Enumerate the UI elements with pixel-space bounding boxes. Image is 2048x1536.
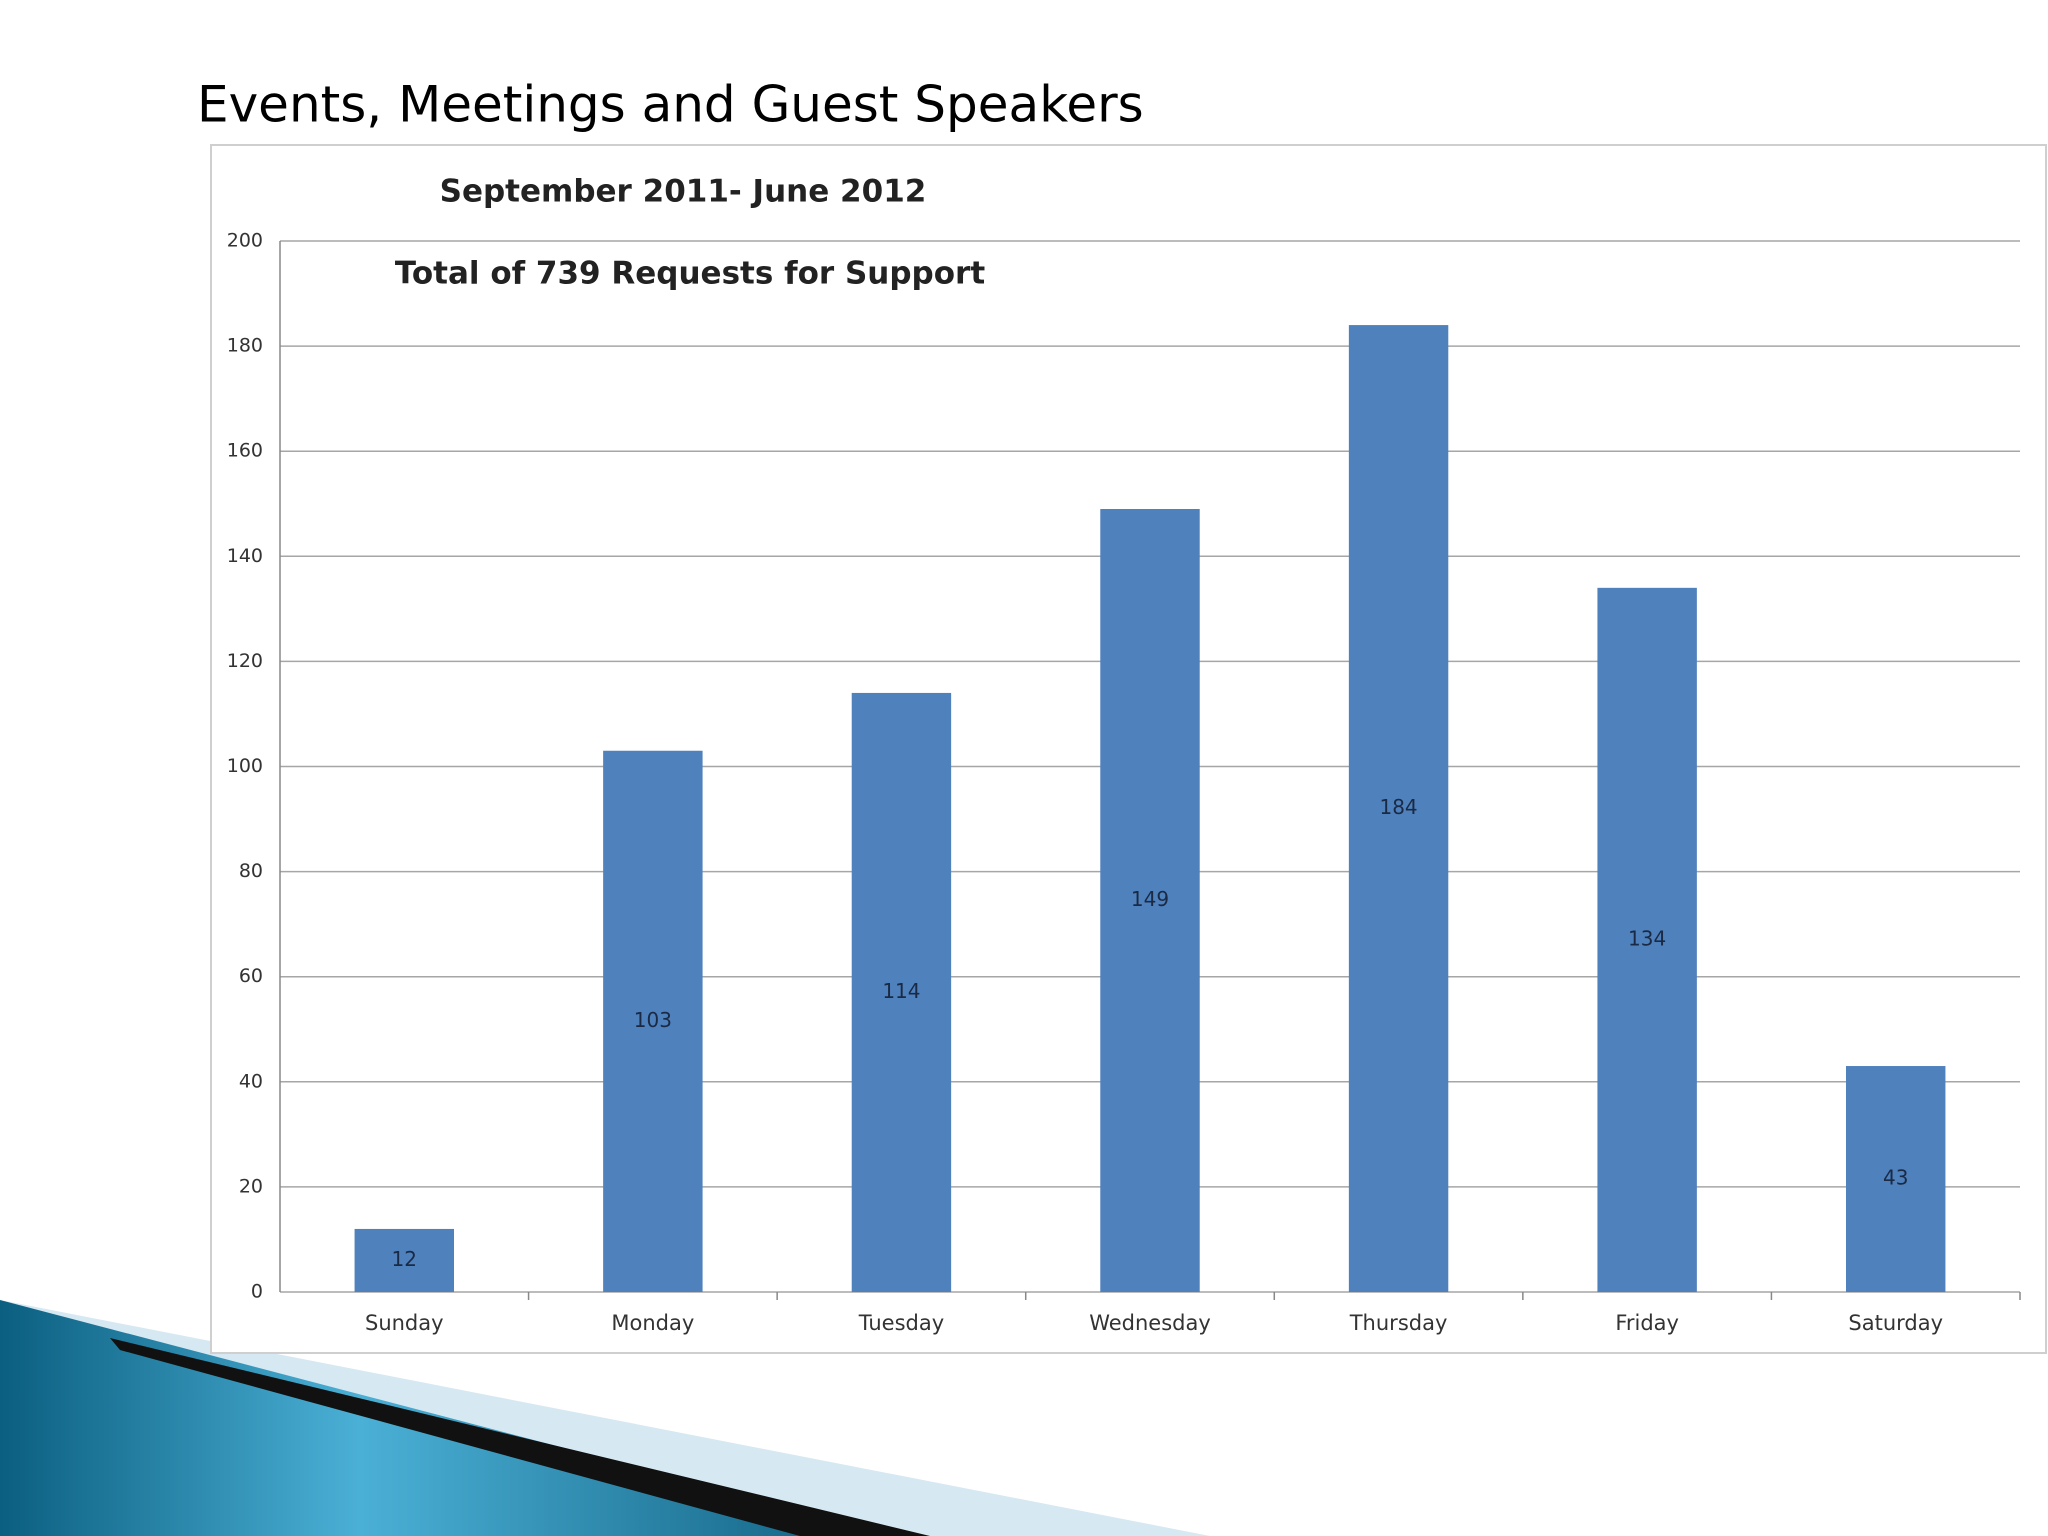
- annotation: Total of 739 Requests for Support: [395, 256, 985, 292]
- y-tick-label: 20: [239, 1175, 263, 1197]
- y-tick-label: 140: [227, 545, 263, 567]
- bar: [1846, 1066, 1946, 1292]
- value-label: 149: [1131, 887, 1169, 911]
- y-tick-label: 200: [227, 230, 263, 252]
- x-tick-label: Wednesday: [1089, 1311, 1211, 1335]
- value-label: 12: [392, 1247, 417, 1271]
- value-label: 114: [882, 979, 920, 1003]
- slide-title: Events, Meetings and Guest Speakers: [197, 76, 1144, 134]
- y-tick-label: 0: [251, 1281, 263, 1303]
- y-tick-label: 80: [239, 860, 263, 882]
- y-tick-label: 60: [239, 965, 263, 987]
- x-tick-label: Sunday: [365, 1311, 444, 1335]
- bar: [603, 750, 703, 1292]
- value-label: 43: [1883, 1166, 1908, 1190]
- bar: [354, 1228, 454, 1292]
- bar: [1100, 509, 1200, 1292]
- y-tick-label: 120: [227, 650, 263, 672]
- x-tick-label: Monday: [611, 1311, 694, 1335]
- bar: [1348, 325, 1449, 1293]
- y-tick-label: 160: [227, 440, 263, 462]
- x-tick-label: Friday: [1615, 1311, 1679, 1335]
- y-tick-label: 40: [239, 1070, 263, 1092]
- x-tick-label: Saturday: [1848, 1311, 1943, 1335]
- x-tick-label: Thursday: [1349, 1311, 1448, 1335]
- chart-title: September 2011- June 2012: [440, 174, 927, 210]
- y-tick-label: 180: [227, 335, 263, 357]
- value-label: 103: [634, 1008, 672, 1032]
- bar: [851, 692, 952, 1292]
- y-tick-label: 100: [227, 755, 263, 777]
- x-tick-label: Tuesday: [858, 1311, 944, 1335]
- bar: [1597, 587, 1697, 1292]
- value-label: 184: [1379, 795, 1417, 819]
- decor-dark: [110, 1338, 930, 1536]
- value-label: 134: [1628, 926, 1666, 950]
